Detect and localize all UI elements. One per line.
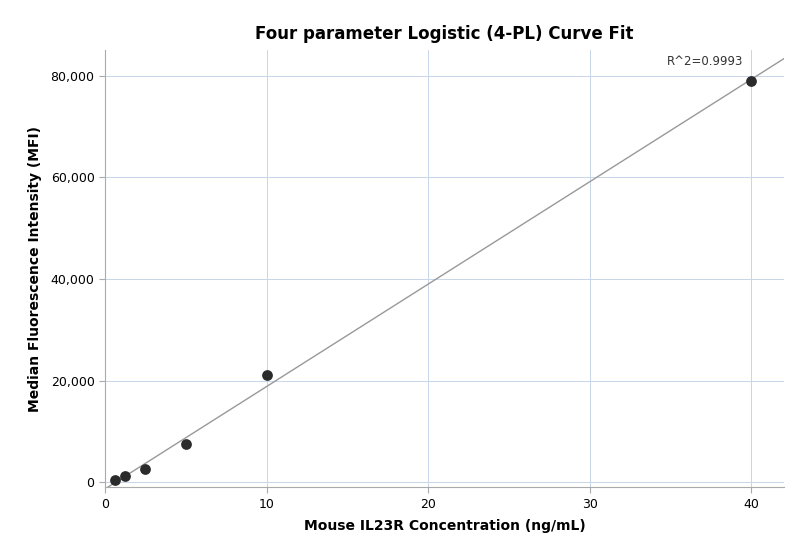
Title: Four parameter Logistic (4-PL) Curve Fit: Four parameter Logistic (4-PL) Curve Fit [255, 25, 633, 43]
Point [119, 472, 132, 480]
Point [139, 465, 152, 474]
Point [108, 475, 122, 484]
Text: R^2=0.9993: R^2=0.9993 [667, 55, 743, 68]
Point [179, 440, 192, 449]
Y-axis label: Median Fluorescence Intensity (MFI): Median Fluorescence Intensity (MFI) [28, 126, 42, 412]
X-axis label: Mouse IL23R Concentration (ng/mL): Mouse IL23R Concentration (ng/mL) [304, 519, 585, 533]
Point [260, 371, 273, 380]
Point [745, 76, 758, 85]
